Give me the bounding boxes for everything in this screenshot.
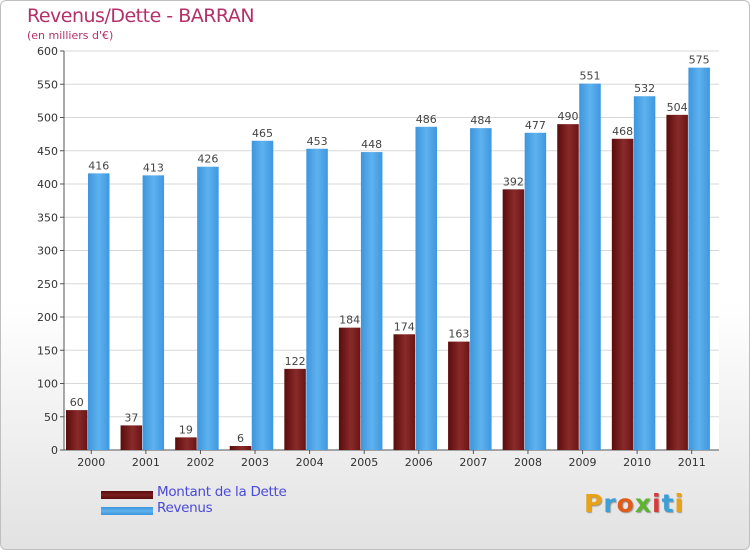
- data-label-revenus: 413: [143, 161, 164, 174]
- legend-swatch-dette: [101, 491, 153, 499]
- bar-dette: [66, 410, 88, 450]
- y-tick-label: 600: [37, 45, 58, 58]
- bar-dette: [502, 189, 525, 450]
- chart-title: Revenus/Dette - BARRAN: [27, 5, 255, 27]
- x-tick-label: 2005: [350, 456, 378, 469]
- bar-dette: [229, 446, 252, 450]
- y-tick-label: 300: [37, 245, 58, 258]
- bar-revenus: [306, 148, 328, 450]
- axis-layer: 0 50 100 150 200 250 300 350 400 450 500 550 600 2000…: [37, 45, 719, 469]
- data-label-revenus: 484: [470, 114, 491, 127]
- bar-revenus: [633, 96, 656, 450]
- legend-label-revenus: Revenus: [157, 500, 213, 516]
- data-label-dette: 37: [124, 411, 138, 424]
- bar-dette: [666, 114, 688, 450]
- bar-dette: [611, 138, 634, 450]
- bar-dette: [393, 334, 415, 450]
- x-tick-label: 2009: [569, 456, 597, 469]
- data-label-dette: 6: [237, 432, 244, 445]
- legend-label-dette: Montant de la Dette: [157, 484, 287, 500]
- bar-dette: [284, 368, 306, 450]
- x-tick-label: 2010: [623, 456, 651, 469]
- bar-layer: [66, 67, 710, 451]
- data-label-revenus: 426: [197, 153, 218, 166]
- data-label-dette: 392: [503, 175, 524, 188]
- x-tick-label: 2002: [186, 456, 214, 469]
- logo-letter: t: [661, 489, 675, 518]
- x-tick-label: 2001: [132, 456, 160, 469]
- bar-revenus: [415, 126, 437, 450]
- logo-letter: i: [674, 489, 685, 518]
- bar-dette: [120, 425, 143, 450]
- bar-revenus: [360, 152, 383, 450]
- grid-layer: [64, 50, 719, 451]
- data-label-dette: 163: [448, 328, 469, 341]
- x-tick-label: 2011: [678, 456, 706, 469]
- bar-revenus: [470, 128, 492, 450]
- data-label-dette: 468: [612, 125, 633, 138]
- data-label-revenus: 551: [580, 70, 601, 83]
- data-label-revenus: 486: [416, 113, 437, 126]
- y-tick-label: 400: [37, 178, 58, 191]
- bar-dette: [338, 327, 361, 450]
- bar-revenus: [88, 173, 110, 451]
- data-label-dette: 60: [70, 396, 84, 409]
- data-label-revenus: 532: [634, 82, 655, 95]
- data-label-dette: 19: [179, 423, 193, 436]
- data-label-revenus: 416: [88, 159, 109, 172]
- logo-letter: i: [652, 489, 662, 518]
- y-tick-label: 50: [44, 411, 58, 424]
- data-label-dette: 174: [394, 320, 415, 333]
- data-label-revenus: 575: [689, 54, 710, 67]
- y-tick-label: 200: [37, 311, 58, 324]
- y-tick-label: 450: [37, 145, 58, 158]
- logo-letter: P: [584, 489, 604, 518]
- data-label-dette: 504: [667, 101, 688, 114]
- logo-letter: x: [634, 489, 652, 518]
- data-label-dette: 184: [339, 314, 360, 327]
- y-tick-label: 150: [37, 344, 58, 357]
- x-tick-label: 2003: [241, 456, 269, 469]
- x-tick-label: 2007: [459, 456, 487, 469]
- y-tick-label: 500: [37, 112, 58, 125]
- bar-revenus: [688, 67, 710, 450]
- legend-swatch-revenus: [101, 507, 153, 515]
- y-tick-label: 250: [37, 278, 58, 291]
- label-layer: 60 37 19 6 122 184 174 163 392 490 468 504 416 413 426…: [70, 54, 710, 445]
- data-label-revenus: 465: [252, 127, 273, 140]
- bar-dette: [448, 341, 470, 450]
- bar-revenus: [579, 83, 601, 451]
- x-tick-label: 2008: [514, 456, 542, 469]
- x-tick-label: 2000: [77, 456, 105, 469]
- data-label-revenus: 477: [525, 119, 546, 132]
- bar-revenus: [524, 132, 547, 451]
- proxiti-logo: Proxiti: [584, 489, 684, 518]
- bar-revenus: [142, 175, 165, 451]
- x-tick-label: 2004: [296, 456, 324, 469]
- y-tick-label: 350: [37, 211, 58, 224]
- bar-revenus: [197, 166, 219, 450]
- bar-dette: [175, 437, 197, 450]
- bar-revenus: [251, 140, 274, 450]
- data-label-revenus: 448: [361, 138, 382, 151]
- y-tick-label: 100: [37, 378, 58, 391]
- bar-dette: [557, 124, 579, 451]
- chart-subtitle: (en milliers d'€): [27, 29, 114, 42]
- x-tick-label: 2006: [405, 456, 433, 469]
- y-tick-label: 0: [51, 444, 58, 457]
- y-tick-label: 550: [37, 78, 58, 91]
- data-label-dette: 490: [558, 110, 579, 123]
- data-label-revenus: 453: [307, 135, 328, 148]
- data-label-dette: 122: [285, 355, 306, 368]
- logo-letter: r: [603, 489, 617, 518]
- logo-letter: o: [616, 489, 635, 518]
